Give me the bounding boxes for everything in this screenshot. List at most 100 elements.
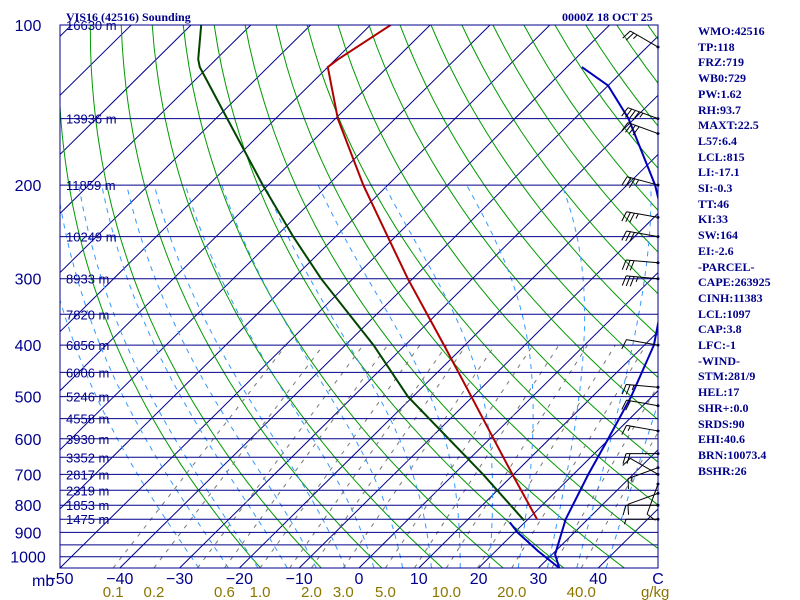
wind-barb <box>621 275 660 287</box>
moist-adiabat <box>153 184 346 568</box>
dry-adiabat <box>368 25 658 421</box>
height-label: 1475 m <box>66 512 109 527</box>
isotherm-line <box>0 25 12 568</box>
wind-barb <box>621 259 660 271</box>
index-line: BSHR:26 <box>698 463 747 478</box>
isotherm-line <box>60 25 72 37</box>
isotherm-line <box>60 25 192 156</box>
index-line: LCL:815 <box>698 149 745 164</box>
temperature-tick-label: 10 <box>410 571 428 588</box>
temperature-tick-label: 0 <box>355 571 364 588</box>
isotherm-line <box>60 25 252 215</box>
plot-frame <box>59 24 659 569</box>
index-line: FRZ:719 <box>698 55 744 70</box>
index-line: LFC:-1 <box>698 338 736 353</box>
mixing-ratio-line <box>414 344 560 568</box>
index-line: WB0:729 <box>698 71 746 86</box>
wind-barb <box>621 399 660 411</box>
wind-barb <box>627 491 660 515</box>
temperature-tick-label: 30 <box>530 571 548 588</box>
dry-adiabat <box>120 25 383 568</box>
pressure-tick-label: 300 <box>15 272 42 289</box>
height-label: 1853 m <box>66 498 109 513</box>
moist-adiabat <box>185 184 375 568</box>
pressure-tick-label: 100 <box>15 18 42 35</box>
pressure-tick-label: 900 <box>15 525 42 542</box>
index-line: -PARCEL- <box>698 259 755 274</box>
isotherm-line <box>60 25 491 451</box>
isotherm-line <box>119 35 658 568</box>
dry-adiabat <box>306 25 658 506</box>
mixing-ratio-line <box>445 344 588 568</box>
index-line: RH:93.7 <box>698 102 741 117</box>
height-label: 13936 m <box>66 112 117 127</box>
dry-adiabat <box>461 25 658 295</box>
mixing-ratio-unit: g/kg <box>641 584 669 600</box>
mixing-ratio-label: 0.2 <box>144 584 165 600</box>
dry-adiabat <box>89 25 322 568</box>
pressure-tick-label: 500 <box>15 390 42 407</box>
index-line: SRDS:90 <box>698 416 745 431</box>
index-line: EHI:40.6 <box>698 432 746 447</box>
dry-adiabat <box>60 96 261 568</box>
mixing-ratio-line <box>551 384 658 568</box>
dry-adiabat <box>337 25 658 463</box>
mixing-ratio-line <box>112 344 287 568</box>
index-line: HEL:17 <box>698 385 740 400</box>
height-label: 11859 m <box>66 178 116 193</box>
dry-adiabat <box>399 25 658 379</box>
mixing-ratio-label: 10.0 <box>432 584 461 600</box>
temperature-profile <box>326 25 538 520</box>
moist-adiabat <box>317 184 461 568</box>
isotherm-line <box>60 25 431 392</box>
mixing-ratio-line <box>384 344 534 568</box>
height-label: 2319 m <box>66 483 109 498</box>
temperature-tick-label: 40 <box>589 571 607 588</box>
isotherm-line <box>239 153 658 568</box>
mixing-ratio-line <box>477 344 616 568</box>
sounding-time: 0000Z 18 OCT 25 <box>562 10 653 24</box>
moist-adiabat <box>264 184 432 568</box>
isotherm-line <box>60 25 551 510</box>
height-label: 3930 m <box>66 432 109 447</box>
dewpoint-profile <box>197 25 525 522</box>
wind-barb <box>621 122 660 136</box>
mixing-ratio-label: 1.0 <box>250 584 271 600</box>
pressure-tick-label: 800 <box>15 498 42 515</box>
index-line: L57:6.4 <box>698 133 737 148</box>
temperature-tick-label: −50 <box>46 571 73 588</box>
index-line: TT:46 <box>698 196 730 211</box>
dry-adiabat <box>151 25 443 568</box>
moist-adiabat <box>383 184 494 568</box>
index-line: LCL:1097 <box>698 306 751 321</box>
height-label: 10249 m <box>66 230 117 245</box>
height-label: 3352 m <box>66 450 109 465</box>
mixing-ratio-label: 3.0 <box>333 584 354 600</box>
mixing-ratio-line <box>153 344 324 568</box>
parcel-profile <box>554 66 658 568</box>
index-line: LI:-17.1 <box>698 165 740 180</box>
temperature-tick-label: −30 <box>166 571 193 588</box>
dry-adiabat <box>213 25 565 568</box>
height-label: 7820 m <box>66 307 109 322</box>
index-line: CAPE:263925 <box>698 275 771 290</box>
mixing-ratio-label: 0.1 <box>103 584 124 600</box>
height-label: 4558 m <box>66 412 109 427</box>
temperature-tick-label: −10 <box>286 571 313 588</box>
height-label: 6006 m <box>66 365 109 380</box>
temperature-tick-label: −20 <box>226 571 253 588</box>
wind-barb <box>627 466 660 490</box>
pressure-tick-label: 1000 <box>10 550 46 567</box>
wind-barb <box>646 482 660 521</box>
index-line: TP:118 <box>698 39 735 54</box>
index-line: SHR+:0.0 <box>698 400 749 415</box>
wind-barb <box>622 30 660 49</box>
dry-adiabat <box>275 25 658 550</box>
dry-adiabat <box>492 25 658 253</box>
index-line: STM:281/9 <box>698 369 756 384</box>
index-line: KI:33 <box>698 212 728 227</box>
wind-barb <box>621 211 660 223</box>
temperature-tick-label: 20 <box>470 571 488 588</box>
dry-adiabat <box>244 25 625 568</box>
